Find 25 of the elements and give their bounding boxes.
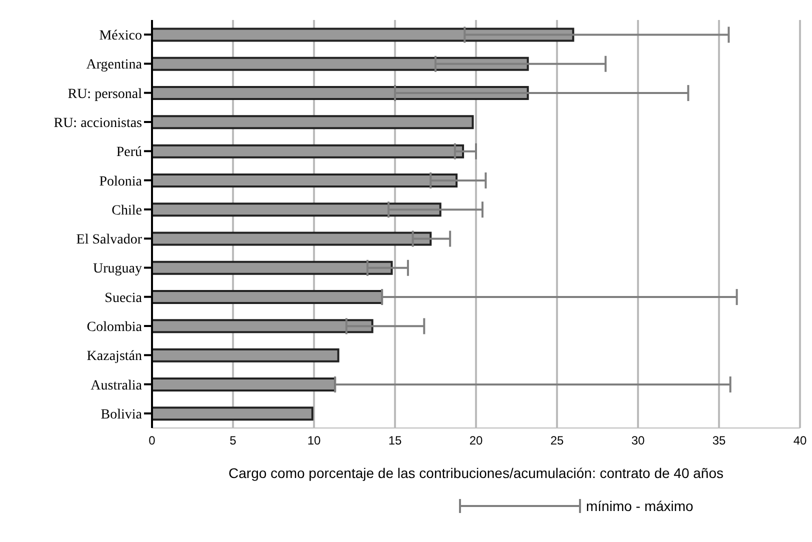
y-tick-label: Kazajstán <box>86 349 142 364</box>
x-tick-label: 0 <box>148 434 156 448</box>
y-tick-label: Chile <box>112 203 142 218</box>
y-tick-label: México <box>99 28 142 44</box>
x-tick-label: 30 <box>631 434 645 448</box>
y-tick-label: Colombia <box>86 320 143 335</box>
x-tick-label: 5 <box>230 434 237 448</box>
y-tick-label: Perú <box>116 145 142 160</box>
x-tick-label: 20 <box>469 434 483 448</box>
text: mínimo - máximo <box>586 498 694 514</box>
x-tick-label: 15 <box>388 434 402 448</box>
x-tick-label: 35 <box>712 434 726 448</box>
y-tick-label: RU: accionistas <box>54 116 142 131</box>
y-tick-label: Australia <box>90 378 143 394</box>
y-tick-label: El Salvador <box>76 232 142 248</box>
y-tick-label: RU: personal <box>68 86 142 102</box>
x-axis-title: Cargo como porcentaje de las contribuciones/acumulación: contrato de 40 años <box>228 465 724 481</box>
y-tick-label: Suecia <box>104 290 143 306</box>
y-tick-label: Bolivia <box>100 407 143 422</box>
y-tick-label: Argentina <box>86 58 143 73</box>
x-tick-label: 10 <box>307 434 321 448</box>
y-tick-label: Uruguay <box>93 262 142 277</box>
y-tick-label: Polonia <box>99 174 143 190</box>
x-tick-label: 40 <box>793 434 807 448</box>
x-tick-label: 25 <box>550 434 564 448</box>
